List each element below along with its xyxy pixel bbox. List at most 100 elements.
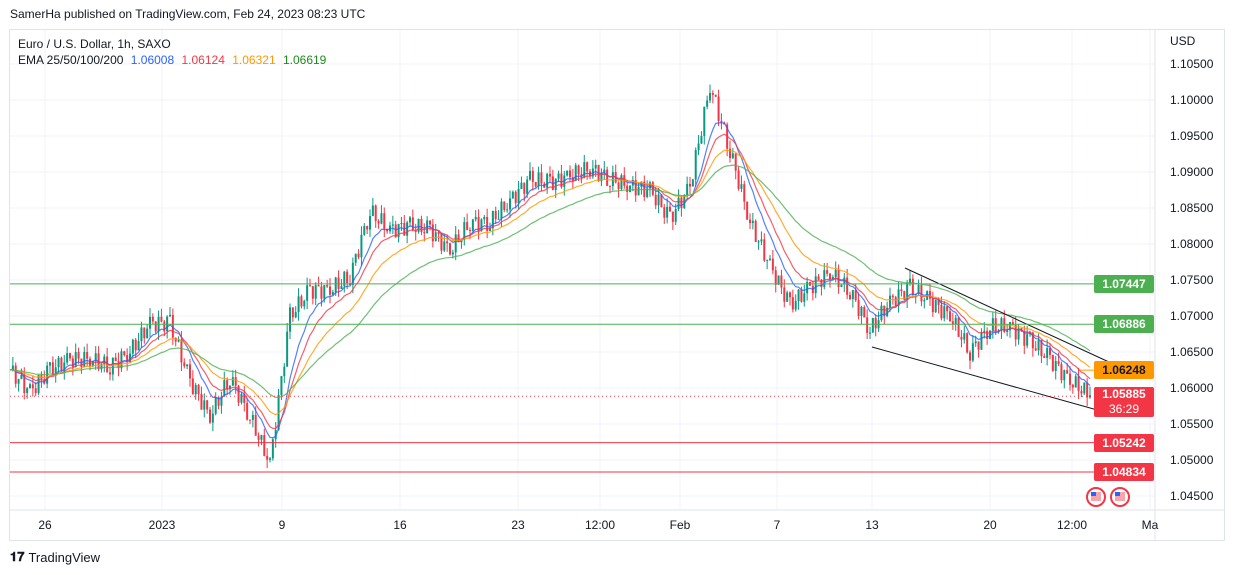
candle-body [280,376,283,395]
ema-line-3 [9,149,1091,416]
candle-body [931,298,934,313]
candle-body [634,179,637,196]
candle-body [437,232,440,234]
candle-body [989,330,991,339]
candle-body [194,384,197,395]
candle-body [780,275,783,288]
y-tick-label: 1.05000 [1170,453,1214,467]
candle-body [617,182,620,190]
candle-body [20,374,23,380]
candle-body [520,182,523,189]
candle-body [31,384,34,389]
candle-body [440,233,443,251]
candle-body [169,314,171,317]
candle-body [211,413,214,423]
chart-frame[interactable] [9,29,1225,541]
candle-body [797,289,800,302]
candle-body [680,197,683,209]
last-price-tag: 1.05885 36:29 [1094,387,1154,418]
candle-body [326,285,329,287]
candle-body [186,364,189,367]
candle-body [509,198,511,210]
ema-line-4 [9,164,1091,399]
x-tick-label: 16 [393,518,407,532]
candle-body [843,277,846,285]
candle-body [137,341,140,351]
candle-body [214,397,217,414]
candle-body [1051,354,1054,371]
candle-body [686,183,689,196]
y-tick-label: 1.09500 [1170,129,1214,143]
candle-body [263,435,266,456]
candle-body [817,276,820,280]
candle-body [243,394,246,403]
candle-body [49,362,51,366]
candle-body [323,285,326,299]
candle-body [514,191,517,204]
candle-body [37,374,40,393]
candle-body [540,172,543,184]
level-price-tag: 1.05242 [1094,433,1154,452]
candle-body [71,358,74,368]
candle-body [691,179,694,187]
candle-body [1006,330,1009,332]
candle-body [731,153,734,159]
x-tick-label: 9 [279,518,286,532]
candle-body [14,365,17,384]
candle-body [886,307,889,317]
candle-body [857,300,860,316]
candle-body [489,228,491,231]
candle-body [917,284,920,294]
candle-body [954,317,957,325]
tradingview-logo[interactable]: 𝟏𝟕 TradingView [10,549,100,565]
candle-body [740,184,743,189]
publish-info: SamerHa published on TradingView.com, Fe… [10,7,366,21]
candle-body [377,220,380,224]
candle-body [503,201,506,210]
candle-body [803,293,806,302]
candle-body [231,377,234,386]
candle-body [677,197,680,210]
candle-body [171,314,174,338]
candle-body [74,352,77,368]
candle-body [294,312,297,318]
candle-body [869,332,871,334]
candle-body [466,222,469,230]
candle-body [834,269,837,278]
candle-body [397,224,400,238]
candle-body [909,278,911,284]
candle-body [297,296,300,313]
candle-body [54,367,57,376]
ema200-value: 1.06619 [282,53,327,67]
candle-body [1034,348,1037,351]
candle-body [446,241,449,244]
chart-legend: Euro / U.S. Dollar, 1h, SAXO EMA 25/50/1… [18,36,330,68]
candle-body [337,277,340,289]
candle-body [746,201,749,220]
candle-body [1049,348,1051,355]
candle-body [131,339,134,354]
candle-body [940,304,943,319]
candle-body [754,220,757,242]
candle-body [897,289,900,306]
candle-body [300,296,303,307]
us-flag-event-icon [1091,492,1096,496]
candle-body [946,306,949,312]
candle-body [603,169,606,173]
candle-body [763,239,766,261]
candle-body [860,306,863,316]
candle-body [911,278,914,296]
candle-body [851,290,854,300]
candle-body [380,213,383,224]
candle-body [251,414,254,420]
ema25-value: 1.06008 [130,53,175,67]
x-tick-label: 2023 [149,518,176,532]
x-tick-label: Ma [1142,518,1159,532]
candle-body [469,229,471,231]
candle-body [391,224,394,226]
y-tick-label: 1.09000 [1170,165,1214,179]
candle-body [434,232,437,242]
candle-body [1026,334,1029,346]
candle-body [554,178,557,191]
